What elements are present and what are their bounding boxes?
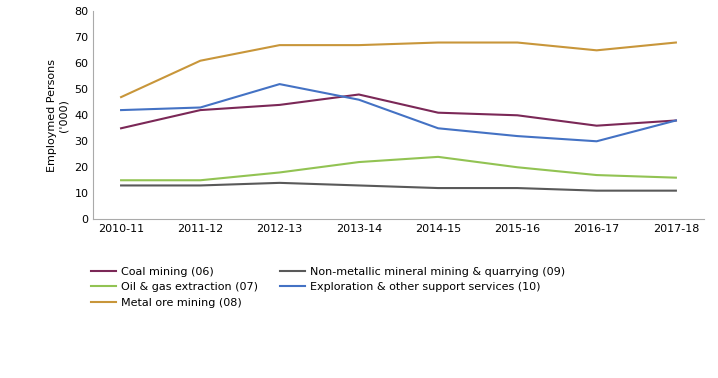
Coal mining (06) <box>196 108 205 112</box>
Metal ore mining (08) <box>592 48 601 53</box>
Oil & gas extraction (07) <box>513 165 522 170</box>
Exploration & other support services (10) <box>355 98 363 102</box>
Exploration & other support services (10) <box>671 118 680 123</box>
Oil & gas extraction (07) <box>434 155 442 159</box>
Exploration & other support services (10) <box>275 82 284 87</box>
Metal ore mining (08) <box>275 43 284 47</box>
Non-metallic mineral mining & quarrying (09) <box>592 188 601 193</box>
Metal ore mining (08) <box>355 43 363 47</box>
Metal ore mining (08) <box>117 95 126 99</box>
Non-metallic mineral mining & quarrying (09) <box>513 186 522 191</box>
Exploration & other support services (10) <box>434 126 442 130</box>
Coal mining (06) <box>117 126 126 130</box>
Line: Coal mining (06): Coal mining (06) <box>121 94 676 128</box>
Legend: Coal mining (06), Oil & gas extraction (07), Metal ore mining (08), Non-metallic: Coal mining (06), Oil & gas extraction (… <box>87 262 570 312</box>
Exploration & other support services (10) <box>513 134 522 138</box>
Line: Oil & gas extraction (07): Oil & gas extraction (07) <box>121 157 676 180</box>
Exploration & other support services (10) <box>117 108 126 112</box>
Oil & gas extraction (07) <box>275 170 284 175</box>
Coal mining (06) <box>434 110 442 115</box>
Exploration & other support services (10) <box>196 105 205 110</box>
Oil & gas extraction (07) <box>592 173 601 177</box>
Coal mining (06) <box>671 118 680 123</box>
Non-metallic mineral mining & quarrying (09) <box>196 183 205 188</box>
Line: Exploration & other support services (10): Exploration & other support services (10… <box>121 84 676 141</box>
Non-metallic mineral mining & quarrying (09) <box>671 188 680 193</box>
Exploration & other support services (10) <box>592 139 601 144</box>
Non-metallic mineral mining & quarrying (09) <box>117 183 126 188</box>
Oil & gas extraction (07) <box>117 178 126 183</box>
Metal ore mining (08) <box>513 40 522 45</box>
Coal mining (06) <box>275 103 284 107</box>
Oil & gas extraction (07) <box>196 178 205 183</box>
Coal mining (06) <box>355 92 363 97</box>
Coal mining (06) <box>513 113 522 118</box>
Line: Metal ore mining (08): Metal ore mining (08) <box>121 43 676 97</box>
Y-axis label: Employmed Persons
('000): Employmed Persons ('000) <box>47 59 69 172</box>
Oil & gas extraction (07) <box>355 160 363 164</box>
Metal ore mining (08) <box>671 40 680 45</box>
Line: Non-metallic mineral mining & quarrying (09): Non-metallic mineral mining & quarrying … <box>121 183 676 191</box>
Non-metallic mineral mining & quarrying (09) <box>275 181 284 185</box>
Metal ore mining (08) <box>434 40 442 45</box>
Non-metallic mineral mining & quarrying (09) <box>434 186 442 191</box>
Oil & gas extraction (07) <box>671 175 680 180</box>
Coal mining (06) <box>592 124 601 128</box>
Non-metallic mineral mining & quarrying (09) <box>355 183 363 188</box>
Metal ore mining (08) <box>196 59 205 63</box>
